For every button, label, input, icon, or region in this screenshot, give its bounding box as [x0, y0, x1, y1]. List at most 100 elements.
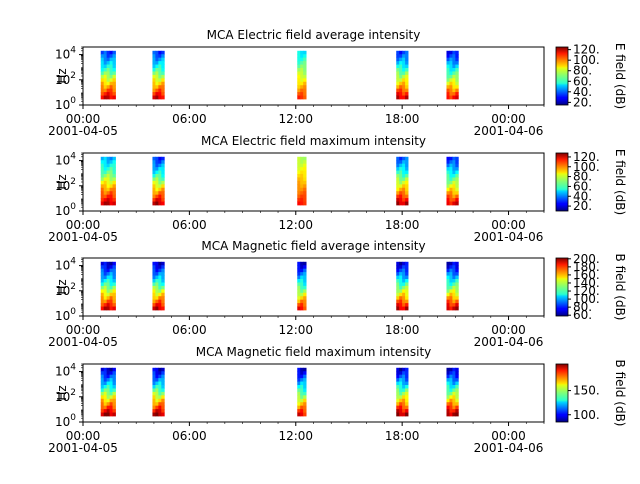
spectrogram-cell: [297, 385, 301, 389]
spectrogram-cell: [161, 50, 165, 55]
spectrogram-cell: [303, 412, 307, 417]
spectrogram-cell: [100, 71, 105, 76]
spectrogram-cell: [152, 388, 156, 393]
spectrogram-cell: [297, 306, 301, 311]
spectrogram-cell: [446, 92, 450, 96]
spectrogram-cell: [155, 402, 159, 407]
spectrogram-cell: [103, 64, 108, 69]
spectrogram-cell: [399, 385, 403, 389]
spectrogram-cell: [155, 282, 159, 287]
spectrogram-cell: [455, 50, 459, 55]
spectrogram-cell: [158, 265, 162, 270]
spectrogram-cell: [155, 184, 159, 189]
x-date-label: 2001-04-05: [48, 441, 118, 455]
spectrogram-cell: [106, 95, 110, 100]
spectrogram-cell: [303, 405, 307, 410]
spectrogram-cell: [396, 402, 400, 407]
spectrogram-cell: [399, 289, 403, 294]
spectrogram-cell: [300, 180, 304, 185]
spectrogram-cell: [297, 388, 301, 393]
spectrogram-cell: [300, 402, 304, 407]
spectrogram-cell: [109, 371, 113, 376]
spectrogram-cell: [455, 174, 459, 178]
spectrogram-cell: [106, 64, 110, 69]
spectrogram-cell: [402, 282, 406, 287]
spectrogram-block: [396, 261, 409, 311]
spectrogram-cell: [455, 412, 459, 417]
x-tick-label: 00:00: [66, 112, 101, 126]
spectrogram-cell: [152, 303, 156, 307]
spectrogram-cell: [452, 156, 456, 161]
spectrogram-cell: [446, 279, 450, 283]
colorbar-gradient: [555, 46, 569, 106]
spectrogram-cell: [155, 57, 159, 62]
x-date-label: 2001-04-06: [474, 124, 544, 138]
spectrogram-cell: [405, 184, 409, 189]
spectrogram-cell: [402, 74, 406, 79]
spectrogram-cell: [449, 184, 453, 189]
spectrogram-cell: [402, 285, 406, 290]
spectrogram-cell: [100, 395, 105, 400]
spectrogram-cell: [158, 282, 162, 287]
spectrogram-cell: [152, 194, 156, 199]
spectrogram-cell: [106, 268, 110, 273]
spectrogram-cell: [449, 54, 453, 59]
spectrogram-cell: [100, 194, 105, 199]
spectrogram-cell: [152, 385, 156, 389]
spectrogram-cell: [446, 71, 450, 76]
y-tick-label: 102: [55, 388, 76, 404]
spectrogram-cell: [100, 156, 105, 161]
spectrogram-cell: [402, 388, 406, 393]
spectrogram-cell: [303, 292, 307, 297]
spectrogram-cell: [152, 367, 156, 372]
spectrogram-cell: [297, 378, 301, 382]
spectrogram-cell: [399, 71, 403, 76]
spectrogram-cell: [452, 180, 456, 185]
spectrogram-cell: [452, 170, 456, 175]
spectrogram-cell: [158, 385, 162, 389]
spectrogram-cell: [405, 402, 409, 407]
spectrogram-cell: [161, 296, 165, 301]
spectrogram-cell: [297, 272, 301, 276]
spectrogram-cell: [106, 371, 110, 376]
spectrogram-cell: [402, 299, 406, 304]
spectrogram-cell: [158, 92, 162, 96]
spectrogram-cell: [405, 378, 409, 382]
spectrogram-cell: [300, 385, 304, 389]
spectrogram-cell: [152, 409, 156, 413]
spectrogram-cell: [449, 272, 453, 276]
spectrogram-cell: [109, 57, 113, 62]
spectrogram-cell: [152, 374, 156, 379]
spectrogram-cell: [455, 391, 459, 396]
spectrogram-cell: [396, 184, 400, 189]
spectrogram-cell: [303, 64, 307, 69]
spectrogram-cell: [297, 170, 301, 175]
spectrogram-cell: [161, 88, 165, 93]
spectrogram-cell: [446, 289, 450, 294]
spectrogram-cell: [297, 261, 301, 266]
spectrogram-cell: [399, 156, 403, 161]
spectrogram-cell: [297, 85, 301, 90]
spectrogram-cell: [455, 405, 459, 410]
spectrogram-cell: [152, 412, 156, 417]
spectrogram-cell: [452, 57, 456, 62]
spectrogram-cell: [103, 54, 108, 59]
spectrogram-cell: [446, 367, 450, 372]
spectrogram-cell: [297, 412, 301, 417]
spectrogram-cell: [452, 64, 456, 69]
spectrogram-cell: [158, 285, 162, 290]
spectrogram-cell: [396, 187, 400, 192]
spectrogram-cell: [106, 374, 110, 379]
spectrogram-cell: [109, 409, 113, 413]
spectrogram-cell: [446, 198, 450, 202]
spectrogram-cell: [106, 198, 110, 202]
spectrogram-cell: [452, 194, 456, 199]
y-tick-label: 102: [55, 282, 76, 298]
spectrogram-cell: [158, 299, 162, 304]
spectrogram-cell: [446, 409, 450, 413]
panel-title: MCA Electric field maximum intensity: [201, 134, 426, 148]
spectrogram-cell: [405, 405, 409, 410]
spectrogram-cell: [303, 285, 307, 290]
spectrogram-cell: [103, 187, 108, 192]
spectrogram-cell: [455, 201, 459, 206]
